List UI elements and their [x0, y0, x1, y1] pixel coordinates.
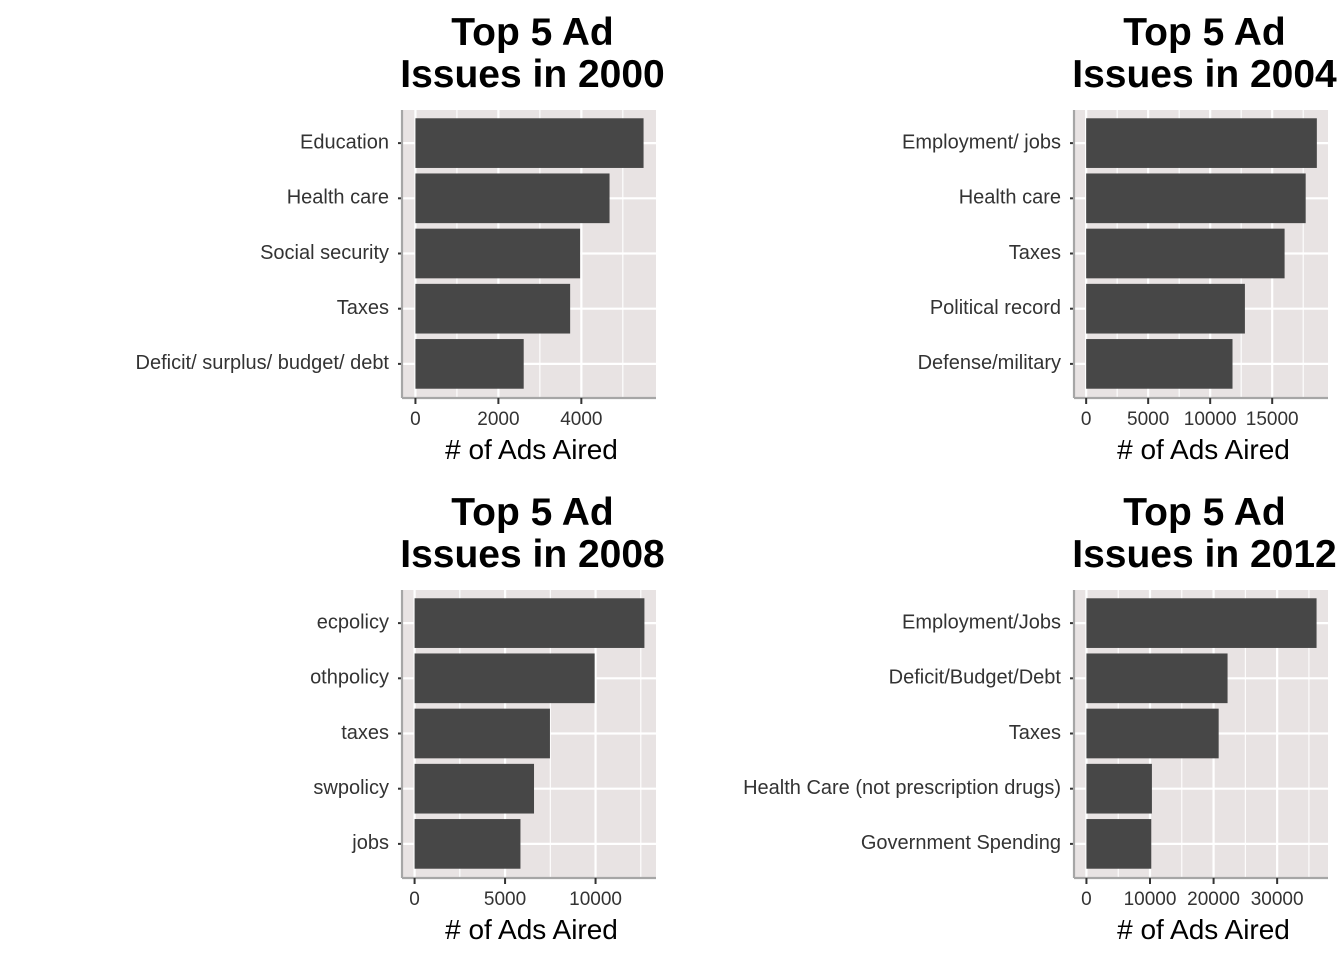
bar-2	[415, 173, 610, 224]
category-label: Taxes	[337, 297, 389, 319]
chart-title-line-2: Issues in 2004	[1072, 53, 1337, 96]
bar-3	[415, 228, 581, 279]
chart-panel-2: Employment/ jobs Health care Taxes Politica…	[902, 11, 1337, 465]
category-label: Health Care (not prescription drugs)	[743, 777, 1061, 799]
bar-2	[1086, 653, 1228, 704]
bar-5	[415, 339, 524, 389]
bar-2	[414, 653, 595, 704]
category-label: Employment/ jobs	[902, 131, 1061, 153]
bar-1	[1086, 118, 1317, 168]
x-tick-label: 0	[410, 409, 421, 430]
category-label: Defense/military	[918, 352, 1061, 374]
category-label: Political record	[930, 297, 1061, 319]
category-label: Health care	[287, 187, 389, 209]
chart-panel-3: ecpolicy othpolicy taxes swpolicy jobs 0 5000 1…	[310, 491, 665, 945]
category-label: othpolicy	[310, 667, 389, 689]
chart-title-line-2: Issues in 2008	[400, 533, 665, 576]
bar-1	[415, 118, 644, 168]
bar-5	[1086, 819, 1152, 869]
bar-1	[414, 598, 645, 648]
category-label: Deficit/Budget/Debt	[889, 667, 1062, 689]
category-label: Health care	[959, 187, 1061, 209]
category-label: taxes	[341, 722, 389, 744]
chart-title-line-1: Top 5 Ad	[1123, 11, 1285, 54]
bar-3	[414, 708, 550, 759]
x-axis-title: # of Ads Aired	[1117, 434, 1290, 465]
x-tick-label: 10000	[1124, 889, 1177, 910]
category-label: Taxes	[1009, 242, 1061, 264]
x-axis-title: # of Ads Aired	[445, 434, 618, 465]
x-tick-label: 0	[1081, 889, 1092, 910]
x-tick-label: 2000	[477, 409, 519, 430]
x-tick-label: 5000	[484, 889, 526, 910]
x-tick-label: 0	[409, 889, 420, 910]
chart-title-line-1: Top 5 Ad	[451, 11, 613, 54]
chart-title-line-1: Top 5 Ad	[1123, 491, 1285, 534]
category-label: Government Spending	[861, 832, 1061, 854]
chart-panel-4: Employment/Jobs Deficit/Budget/Debt Taxes H…	[743, 491, 1337, 945]
x-axis-title: # of Ads Aired	[1117, 914, 1290, 945]
x-tick-label: 0	[1081, 409, 1092, 430]
bar-4	[1086, 763, 1152, 814]
chart-title-line-2: Issues in 2012	[1072, 533, 1337, 576]
x-tick-label: 30000	[1251, 889, 1304, 910]
category-label: jobs	[351, 832, 389, 854]
chart-title-line-2: Issues in 2000	[400, 53, 665, 96]
bar-5	[414, 819, 521, 869]
category-label: ecpolicy	[317, 611, 389, 633]
bar-4	[414, 763, 535, 814]
category-label: Employment/Jobs	[902, 611, 1061, 633]
x-tick-label: 10000	[1184, 409, 1237, 430]
x-tick-label: 4000	[560, 409, 602, 430]
category-label: swpolicy	[313, 777, 389, 799]
x-axis-title: # of Ads Aired	[445, 914, 618, 945]
x-tick-label: 5000	[1127, 409, 1169, 430]
x-tick-label: 20000	[1187, 889, 1240, 910]
chart-title-line-1: Top 5 Ad	[451, 491, 613, 534]
bar-3	[1086, 228, 1285, 279]
category-label: Education	[300, 131, 389, 153]
bar-2	[1086, 173, 1306, 224]
bar-5	[1086, 339, 1233, 389]
x-tick-label: 10000	[569, 889, 622, 910]
category-label: Taxes	[1009, 722, 1061, 744]
x-tick-label: 15000	[1246, 409, 1299, 430]
category-label: Social security	[260, 242, 389, 264]
bar-4	[1086, 283, 1245, 334]
bar-4	[415, 283, 571, 334]
bar-1	[1086, 598, 1317, 648]
chart-panel-1: Education Health care Social security Taxes…	[136, 11, 665, 465]
bar-3	[1086, 708, 1219, 759]
category-label: Deficit/ surplus/ budget/ debt	[136, 352, 390, 374]
